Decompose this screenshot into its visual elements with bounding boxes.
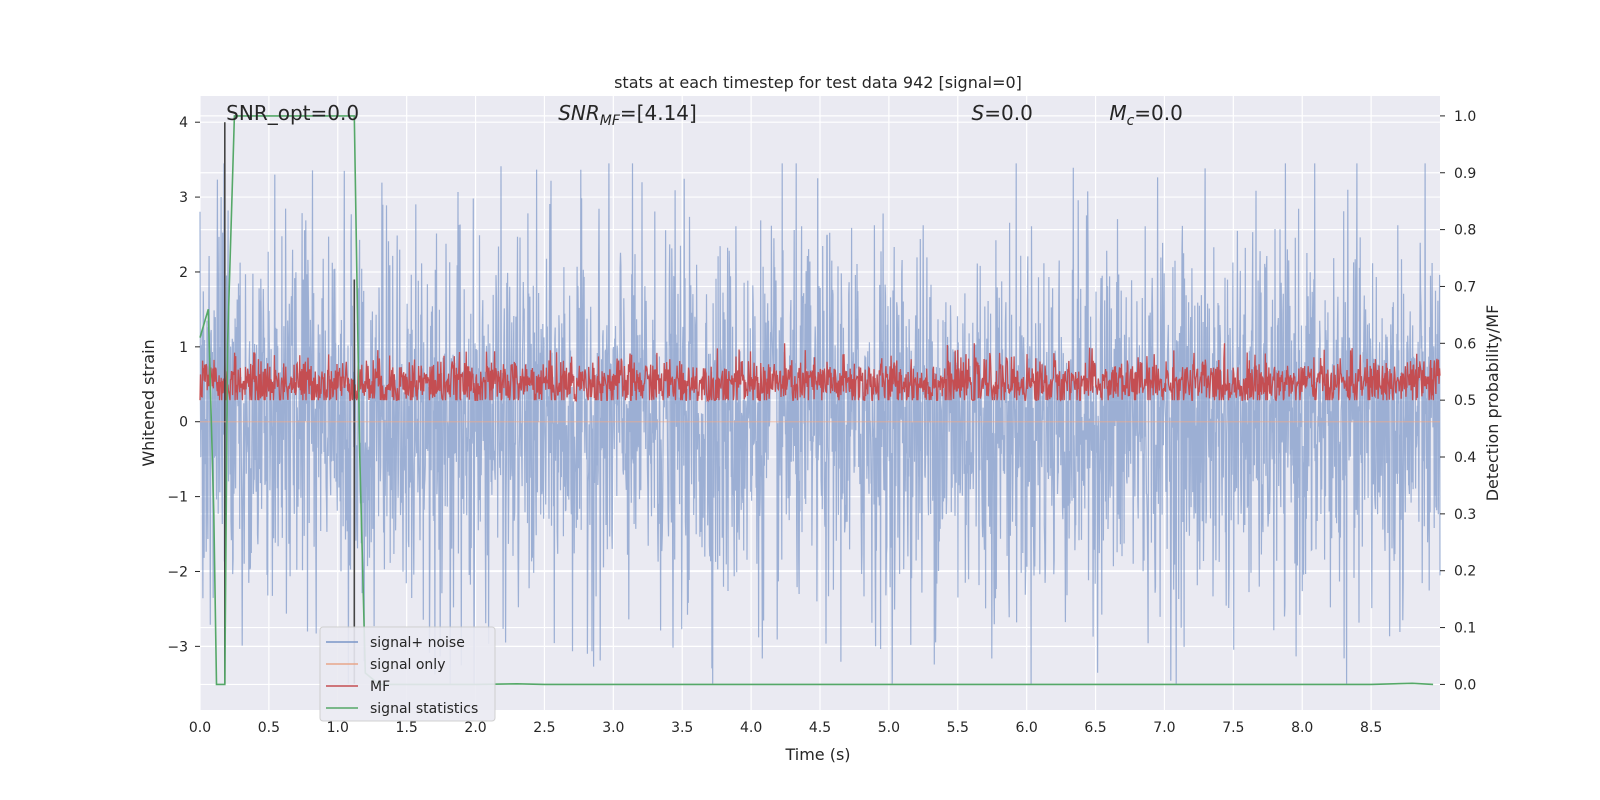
legend-label: signal only [370, 657, 445, 673]
y-tick-label-right: 0.1 [1454, 621, 1476, 637]
legend-label: MF [370, 679, 390, 695]
legend-box [319, 626, 496, 722]
x-tick-label: 5.5 [947, 720, 969, 736]
ticks: 0.0 0.5 1.0 1.5 2.0 2.5 3.0 3.5 4.0 4.5 5.0 5.5 6.0 6… [167, 109, 1476, 736]
y-tick-label-left: 3 [179, 190, 188, 206]
signal-statistics-line [199, 115, 1434, 686]
y-tick-label-left: −2 [167, 564, 188, 580]
x-tick-label: 8.5 [1360, 720, 1382, 736]
x-tick-label: 1.0 [327, 720, 349, 736]
legend-label: signal+ noise [370, 635, 465, 651]
y-tick-label-right: 0.7 [1454, 279, 1476, 295]
y-tick-label-right: 0.4 [1454, 450, 1476, 466]
x-tick-label: 3.5 [671, 720, 693, 736]
x-tick-label: 0.5 [258, 720, 280, 736]
mf-line [199, 343, 1441, 403]
y-tick-label-right: 1.0 [1454, 109, 1476, 125]
y-axis-label-left: Whitened strain [139, 339, 158, 466]
x-tick-label: 0.0 [189, 720, 211, 736]
series-mf [199, 343, 1441, 403]
y-tick-label-left: 1 [179, 340, 188, 356]
legend-label: signal statistics [370, 701, 478, 717]
y-tick-label-right: 0.2 [1454, 564, 1476, 580]
y-tick-label-left: 2 [179, 265, 188, 281]
x-axis-label: Time (s) [784, 745, 850, 764]
y-tick-label-left: 0 [179, 415, 188, 431]
x-tick-label: 5.0 [878, 720, 900, 736]
y-tick-label-right: 0.6 [1454, 336, 1476, 352]
annotation-0: SNR_opt=0.0 [226, 101, 359, 125]
x-tick-label: 7.5 [1222, 720, 1244, 736]
y-axis-label-right: Detection probability/MF [1483, 305, 1502, 502]
x-tick-label: 2.0 [464, 720, 486, 736]
y-tick-label-right: 0.3 [1454, 507, 1476, 523]
signal-noise-line [199, 163, 1441, 684]
x-tick-label: 6.0 [1016, 720, 1038, 736]
chart-title: stats at each timestep for test data 942… [614, 73, 1022, 92]
x-tick-label: 1.5 [396, 720, 418, 736]
annotation-1: SNRMF=[4.14] [558, 101, 697, 129]
annotation-2: S=0.0 [972, 101, 1033, 125]
annotations: SNR_opt=0.0 SNRMF=[4.14] S=0.0 Mc=0.0 [226, 101, 1183, 129]
x-tick-label: 7.0 [1153, 720, 1175, 736]
y-tick-label-left: 4 [179, 115, 188, 131]
y-tick-label-left: −3 [167, 639, 188, 655]
x-tick-label: 2.5 [533, 720, 555, 736]
y-tick-label-right: 0.9 [1454, 166, 1476, 182]
legend: signal+ noise signal only MF signal statist… [319, 626, 496, 722]
y-tick-label-right: 0.8 [1454, 223, 1476, 239]
series-signal-noise [199, 163, 1441, 684]
y-tick-label-right: 0.0 [1454, 677, 1476, 693]
x-tick-label: 3.0 [602, 720, 624, 736]
x-tick-label: 4.5 [809, 720, 831, 736]
y-tick-label-right: 0.5 [1454, 393, 1476, 409]
annotation-3: Mc=0.0 [1109, 101, 1183, 129]
x-tick-label: 8.0 [1291, 720, 1313, 736]
x-tick-label: 4.0 [740, 720, 762, 736]
series-signal-statistics [199, 115, 1434, 686]
y-tick-label-left: −1 [167, 490, 188, 506]
x-tick-label: 6.5 [1084, 720, 1106, 736]
